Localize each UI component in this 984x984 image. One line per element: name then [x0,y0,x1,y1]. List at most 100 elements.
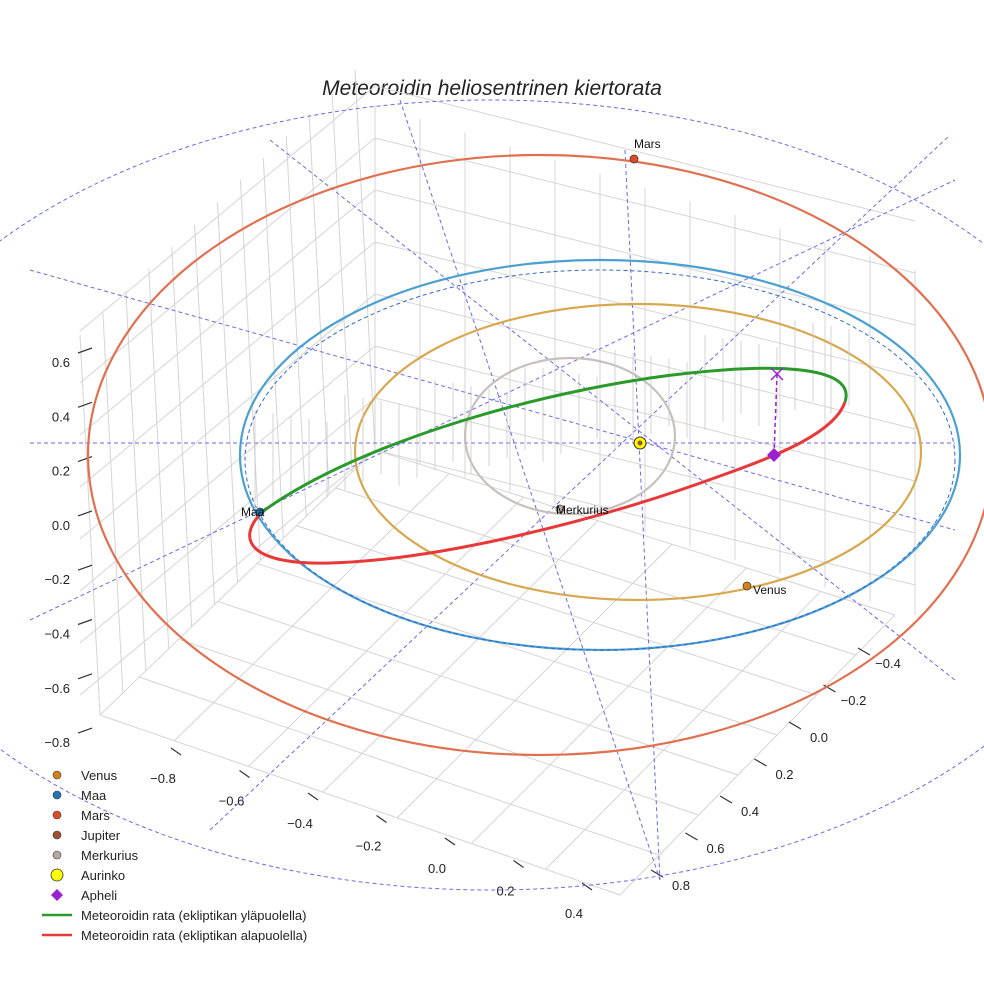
axis-ticks: 0.6 0.4 0.2 0.0 −0.2 −0.4 −0.6 −0.8 −0.8 −0.6 −0.4… [44,347,901,921]
grid-line [79,449,376,696]
legend-label: Apheli [81,888,117,903]
grid-line [374,85,916,222]
body-marker-mars [629,154,639,164]
x-tick-mark [581,882,593,891]
z-tick-label: 0.6 [52,355,70,370]
y-tick-label: −0.4 [875,656,901,671]
legend-item: Venus [52,768,118,783]
body-label-merkurius: Merkurius [556,503,609,517]
legend-label: Venus [81,768,118,783]
y-tick-mark [788,721,802,730]
y-tick-label: −0.2 [841,693,867,708]
x-tick-label: −0.2 [356,839,382,854]
legend-item: Mars [52,808,110,823]
grid-line [374,137,916,274]
legend-item: Jupiter [52,828,121,843]
orbit-maa-projection [244,269,956,651]
x-tick-mark [307,792,319,801]
x-tick-mark [170,747,182,756]
body-marker-maa [255,507,265,517]
grid-line [322,520,599,793]
x-tick-mark [444,837,456,846]
x-tick-mark [239,770,250,778]
body-label-mars: Mars [634,137,661,151]
aphelion-projection-marker [770,367,784,381]
legend-dot-icon [52,810,62,820]
z-tick-label: −0.6 [44,681,70,696]
legend: Venus Maa Mars Jupiter Merkurius Aurinko Aphel… [42,768,307,943]
grid-line [471,567,747,844]
z-tick-mark [77,727,93,734]
y-tick-label: 0.6 [706,841,724,856]
legend-label: Aurinko [81,868,125,883]
body-label-maa: Maa [241,505,265,519]
grid-line [102,312,124,693]
grid-line [194,224,216,605]
legend-label: Maa [81,788,107,803]
grid-line [178,638,699,816]
legend-diamond-icon [51,889,63,901]
grid-line [99,714,621,896]
grid-line [285,136,307,517]
grid-line [79,189,376,436]
grid-line [79,334,101,716]
z-tick-label: 0.0 [52,518,70,533]
z-tick-label: −0.4 [44,627,70,642]
z-tick-mark [77,401,93,408]
x-tick-label: −0.6 [219,794,245,809]
ecliptic-guides [0,99,984,891]
grid-line [374,449,896,616]
ecliptic-guide-line [624,149,661,881]
legend-dot-icon [52,830,62,840]
ecliptic-ring [0,99,984,891]
ecliptic-guide-line [399,99,661,881]
ecliptic-guide-line [269,139,956,681]
grid-line [308,114,330,495]
grid-line [262,158,284,539]
orbit-mars [87,153,984,757]
celestial-bodies: Venus Maa Mars Merkurius [241,137,786,597]
jupiter-marker [637,440,643,446]
legend-label: Jupiter [81,828,121,843]
grid-line [248,496,524,767]
grid-line [396,543,673,819]
legend-item: Aurinko [50,868,125,883]
body-marker-merkurius [555,504,565,514]
cross-stroke [770,367,784,381]
chart-title: Meteoroidin heliosentrinen kiertorata [322,77,662,100]
legend-dot-icon [52,790,62,800]
x-tick-label: 0.2 [496,884,514,899]
legend-sun-icon [50,868,64,882]
y-tick-label: 0.8 [672,878,690,893]
z-tick-label: 0.4 [52,409,70,424]
legend-item: Maa [52,788,107,803]
z-tick-label: 0.2 [52,464,70,479]
z-tick-mark [77,673,93,680]
x-tick-label: −0.4 [287,816,313,831]
grid-line [139,676,660,856]
grid-line [99,449,376,716]
grid-line [354,69,376,451]
legend-dot-icon [52,850,62,860]
grid-line [171,246,193,627]
meteoroid-orbit [248,320,850,565]
y-tick-mark [754,758,767,767]
y-tick-label: 0.4 [741,804,759,819]
ecliptic-guide-line [29,179,956,621]
legend-item: Merkurius [52,848,139,863]
grid-line [79,241,376,488]
ecliptic-guide-line [209,134,951,831]
meteoroid-orbit-below [248,401,847,565]
grid-line [79,293,376,540]
y-tick-mark [685,832,698,841]
z-tick-mark [77,347,93,354]
grid-line [79,397,376,644]
legend-dot-icon [52,770,62,780]
grid-line [79,85,376,332]
legend-item: Apheli [51,888,117,903]
grid-line [217,600,739,776]
legend-item: Meteoroidin rata (ekliptikan alapuolella… [42,928,307,943]
x-tick-label: 0.0 [428,861,446,876]
grid-line [545,591,822,870]
